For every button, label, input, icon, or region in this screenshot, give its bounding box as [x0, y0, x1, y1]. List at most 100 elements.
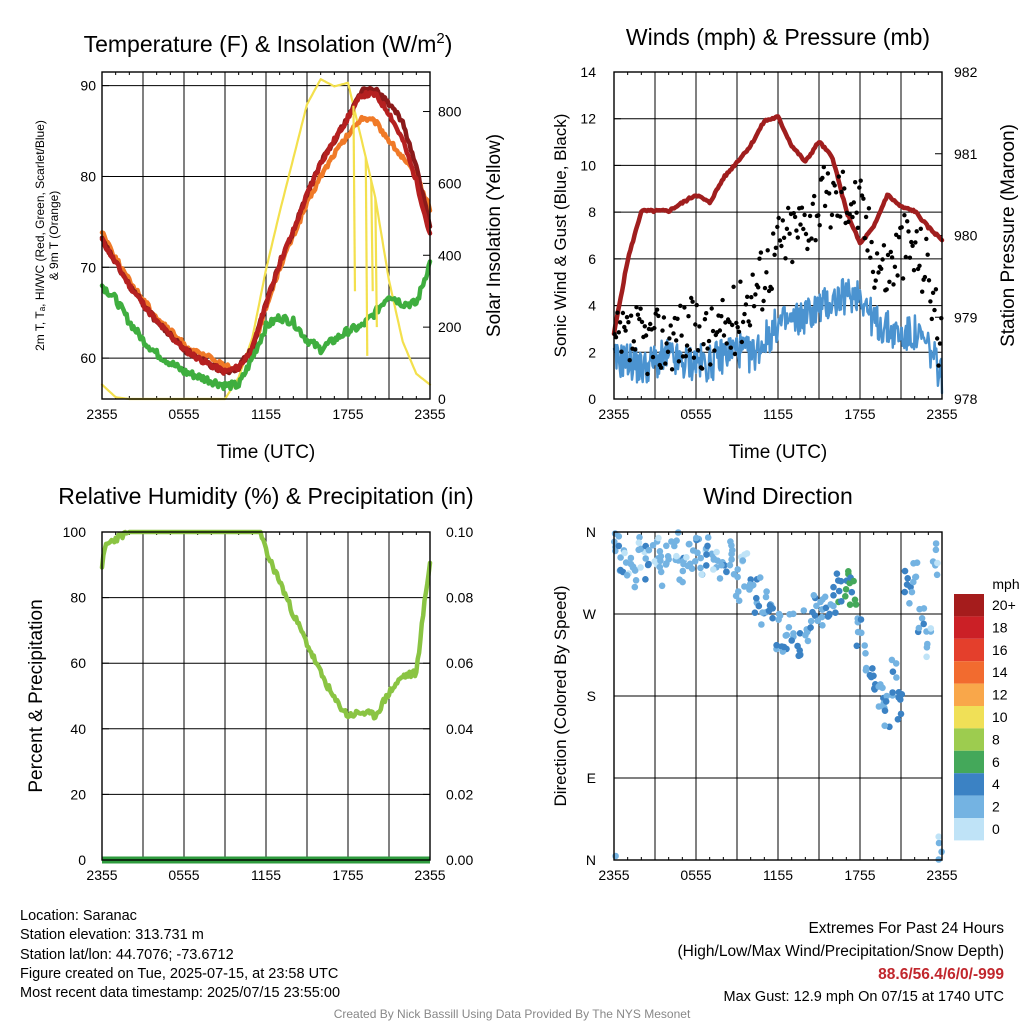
chart-title: Wind Direction: [703, 483, 853, 509]
direction-point: [763, 588, 770, 595]
gust-point: [724, 341, 729, 346]
gust-point: [787, 231, 792, 236]
direction-point: [848, 588, 856, 596]
direction-point: [723, 568, 730, 575]
gust-point: [910, 243, 915, 248]
direction-point: [807, 617, 815, 625]
x-tick-label: 2355: [414, 867, 445, 883]
y-axis-label: Direction (Colored By Speed): [551, 585, 570, 806]
legend-title: mph: [992, 576, 1019, 592]
direction-point: [673, 537, 680, 544]
gust-point: [747, 323, 753, 328]
gust-point: [932, 307, 937, 313]
direction-point: [704, 534, 712, 541]
gust-point: [723, 320, 728, 325]
gust-point: [913, 240, 918, 245]
gust-point: [730, 322, 735, 328]
direction-point: [875, 703, 883, 710]
gust-point: [773, 245, 779, 250]
gust-point: [838, 214, 843, 219]
direction-point: [703, 551, 710, 558]
direction-point: [612, 852, 619, 860]
gust-point: [791, 211, 796, 216]
gust-point: [719, 314, 724, 319]
gust-point: [925, 252, 930, 257]
direction-point: [862, 650, 869, 657]
gust-point: [663, 361, 668, 366]
direction-point: [813, 602, 820, 610]
gust-point: [620, 310, 626, 316]
legend-swatch: [954, 795, 984, 818]
direction-point: [631, 566, 639, 574]
legend-label: 20+: [992, 597, 1016, 613]
gust-point: [664, 341, 669, 346]
gust-point: [783, 256, 788, 261]
direction-point: [788, 637, 795, 644]
y-tick-label: 0: [78, 852, 86, 868]
gust-point: [868, 255, 873, 260]
gust-point: [798, 222, 803, 227]
direction-point: [881, 722, 888, 729]
direction-point: [773, 641, 780, 649]
gust-point: [622, 324, 627, 330]
gust-point: [907, 255, 913, 260]
gust-point: [619, 349, 624, 354]
gust-point: [807, 213, 813, 219]
y2-tick-label: 0.00: [446, 852, 473, 868]
direction-point: [800, 607, 808, 614]
direction-point: [644, 561, 652, 569]
gust-point: [728, 345, 733, 350]
direction-point: [893, 674, 900, 681]
direction-point: [683, 554, 690, 561]
direction-point: [924, 640, 931, 648]
y-tick-label: E: [587, 770, 596, 786]
direction-point: [903, 581, 911, 588]
x-tick-label: 0555: [680, 406, 711, 422]
direction-point: [837, 577, 845, 585]
direction-point: [932, 540, 940, 547]
direction-point: [833, 570, 841, 577]
direction-point: [734, 566, 741, 573]
gust-point: [928, 299, 933, 304]
gust-point: [842, 186, 847, 191]
direction-point: [623, 572, 631, 579]
y2-tick-label: 980: [954, 228, 978, 244]
temp-series-line: [99, 89, 433, 376]
gust-point: [881, 243, 887, 248]
direction-point: [657, 557, 664, 565]
direction-point: [739, 557, 747, 564]
direction-point: [658, 582, 666, 590]
gust-point: [702, 317, 708, 322]
gust-point: [762, 285, 768, 291]
gust-point: [885, 252, 891, 258]
gust-point: [739, 339, 744, 345]
x-tick-label: 1155: [251, 406, 281, 422]
gust-point: [633, 347, 638, 352]
gust-point: [855, 225, 861, 230]
direction-point: [698, 571, 705, 578]
gust-point: [922, 274, 928, 280]
chart-title: Relative Humidity (%) & Precipitation (i…: [58, 483, 473, 509]
y2-tick-label: 200: [438, 319, 462, 335]
gust-point: [857, 185, 862, 190]
direction-point: [853, 642, 861, 650]
direction-point: [908, 588, 916, 596]
gust-point: [712, 348, 717, 353]
gust-point: [613, 335, 619, 340]
gust-point: [900, 276, 906, 281]
gust-point: [866, 206, 872, 211]
direction-point: [822, 604, 830, 612]
y-tick-label: 6: [588, 251, 596, 267]
insolation-spike: [370, 180, 374, 292]
gust-point: [660, 328, 665, 333]
direction-point: [679, 578, 686, 586]
gust-point: [756, 285, 761, 290]
gust-point: [615, 310, 620, 315]
direction-point: [697, 564, 704, 572]
gust-point: [869, 239, 874, 245]
gust-point: [661, 315, 667, 320]
legend-label: 4: [992, 776, 1000, 792]
direction-point: [617, 554, 624, 561]
gust-point: [750, 272, 755, 277]
